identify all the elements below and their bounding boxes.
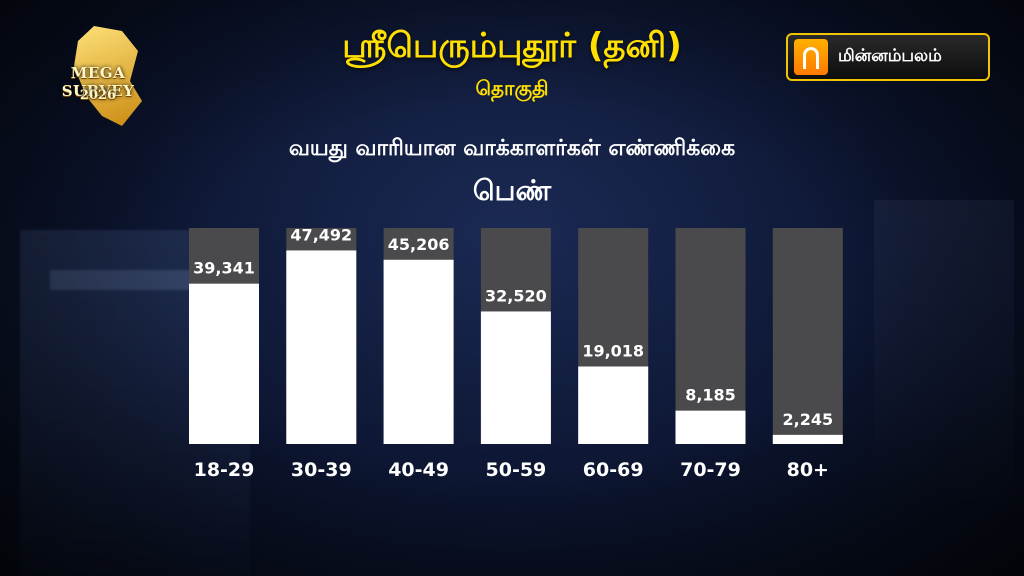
logo-line2: 2026 — [79, 88, 117, 103]
brand-logo-icon — [794, 39, 828, 75]
category-label: 60-69 — [583, 459, 644, 481]
bar-value-label: 19,018 — [582, 341, 644, 360]
brand-name: மின்னம்பலம் — [838, 46, 942, 66]
bar-group-60-69: 19,018 60-69 — [578, 228, 649, 481]
gender-label: பெண் — [472, 174, 552, 207]
logo-line1: MEGA SURVEY — [61, 64, 135, 100]
bar-value-label: 32,520 — [485, 286, 547, 305]
bar-group-30-39: 47,492 30-39 — [286, 225, 357, 481]
bar — [675, 410, 746, 444]
bar-group-80+: 2,245 80+ — [772, 228, 843, 481]
category-label: 50-59 — [486, 459, 547, 481]
category-label: 80+ — [787, 459, 829, 481]
bar-group-70-79: 8,185 70-79 — [675, 228, 746, 481]
bar — [286, 250, 357, 444]
category-label: 40-49 — [388, 459, 449, 481]
chart-heading: வயது வாரியான வாக்காளர்கள் எண்ணிக்கை — [288, 136, 736, 161]
category-label: 70-79 — [680, 459, 741, 481]
bar-group-50-59: 32,520 50-59 — [480, 228, 551, 481]
bar — [578, 366, 649, 444]
constituency-subtitle: தொகுதி — [475, 76, 549, 100]
bar-track — [675, 228, 746, 444]
bar-value-label: 39,341 — [193, 259, 255, 278]
bar-value-label: 47,492 — [290, 225, 352, 244]
bar — [480, 311, 551, 444]
bar-value-label: 8,185 — [685, 386, 736, 405]
bar-track — [772, 228, 843, 444]
constituency-title: ஸ்ரீபெரும்புதூர் (தனி) — [342, 26, 682, 66]
category-label: 30-39 — [291, 459, 352, 481]
bar — [772, 434, 843, 444]
bar — [383, 259, 454, 444]
bar-group-40-49: 45,206 40-49 — [383, 228, 454, 481]
bar-value-label: 45,206 — [388, 235, 450, 254]
bar — [189, 283, 259, 444]
category-label: 18-29 — [194, 459, 255, 481]
brand-badge: மின்னம்பலம் — [786, 33, 990, 81]
bar-value-label: 2,245 — [782, 410, 833, 429]
mega-survey-logo: MEGA SURVEY 2026 — [38, 22, 158, 132]
bar-group-18-29: 39,341 18-29 — [189, 228, 259, 481]
